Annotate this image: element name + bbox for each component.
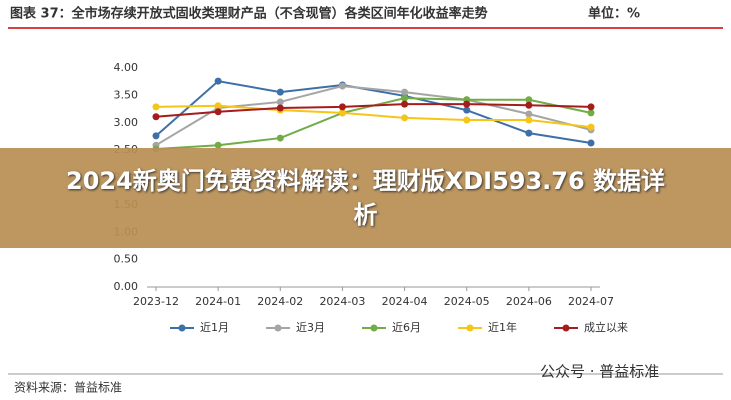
point [587,109,595,117]
point [463,116,471,124]
legend-marker [370,324,378,332]
legend-marker [274,324,282,332]
point [525,96,533,104]
point [525,110,533,118]
point [152,132,160,140]
point [276,134,284,142]
point [587,123,595,131]
point [276,98,284,106]
legend-label: 近1月 [200,321,229,334]
x-tick-label: 2024-03 [319,295,365,308]
y-tick-label: 3.00 [114,116,139,129]
legend-marker [562,324,570,332]
banner: 2024新奥门免费资料解读：理财版XDI593.76 数据详析 [0,148,731,248]
source: 资料来源：普益标准 [14,381,122,395]
point [338,103,346,111]
x-tick-label: 2024-02 [257,295,303,308]
point [338,82,346,90]
x-tick-label: 2024-06 [506,295,552,308]
legend-label: 近3月 [296,321,325,334]
series-line [155,104,592,129]
point [401,100,409,108]
y-tick-label: 0.00 [114,280,139,293]
point [152,103,160,111]
y-tick-label: 4.00 [114,61,139,74]
point [525,101,533,109]
legend-label: 近6月 [392,321,421,334]
legend-label: 近1年 [488,320,517,334]
point [338,109,346,117]
point [463,106,471,114]
point [214,108,222,116]
point [525,129,533,137]
legend-label: 成立以来 [584,320,628,334]
x-tick-label: 2023-12 [133,295,179,308]
point [214,77,222,85]
banner-text: 2024新奥门免费资料解读：理财版XDI593.76 数据详析 [65,167,666,229]
point [401,88,409,96]
series-line [155,103,592,118]
x-tick-label: 2024-07 [568,295,614,308]
point [214,141,222,149]
point [276,104,284,112]
point [401,114,409,122]
point [214,102,222,110]
legend-marker [466,324,474,332]
chart-title: 图表 37：全市场存续开放式固收类理财产品（不含现管）各类区间年化收益率走势 [10,6,488,22]
series-line [155,80,592,144]
x-tick-label: 2024-05 [444,295,490,308]
unit-label: 单位：% [588,6,640,22]
y-tick-label: 3.50 [114,88,139,101]
y-tick-label: 0.50 [114,253,139,266]
point [401,94,409,102]
x-tick-label: 2024-04 [382,295,428,308]
point [587,103,595,111]
point [587,139,595,147]
point [276,88,284,96]
legend-marker [178,324,186,332]
watermark: 公众号 · 普益标准 [540,363,659,381]
point [463,100,471,108]
x-tick-label: 2024-01 [195,295,241,308]
point [525,116,533,124]
point [152,113,160,121]
